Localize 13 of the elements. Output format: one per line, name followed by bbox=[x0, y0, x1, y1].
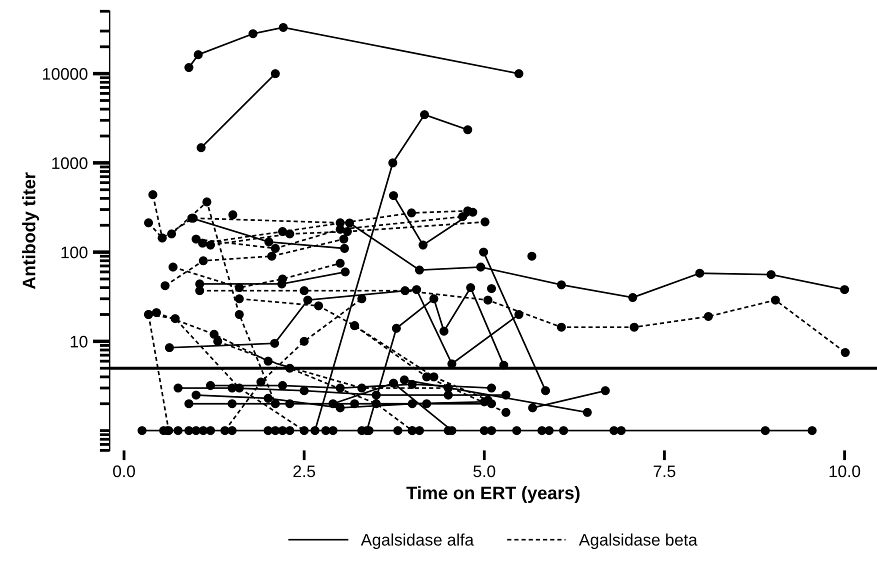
y-tick-label: 1000 bbox=[52, 157, 88, 170]
x-tick-label: 0.0 bbox=[113, 465, 135, 478]
x-tick-label: 5.0 bbox=[473, 465, 496, 478]
x-tick-label: 7.5 bbox=[654, 466, 676, 478]
x-tick-label: 2.5 bbox=[293, 465, 316, 478]
y-tick-label: 100 bbox=[62, 246, 88, 258]
y-tick-label: 10 bbox=[70, 336, 88, 348]
x-axis-title: Time on ERT (years) bbox=[406, 486, 580, 503]
y-tick-label: 10000 bbox=[43, 68, 88, 80]
legend-label: Agalsidase beta bbox=[578, 533, 698, 550]
legend-label: Agalsidase alfa bbox=[360, 533, 474, 550]
x-tick-label: 10.0 bbox=[830, 465, 860, 478]
y-axis-title: Antibody titer bbox=[22, 172, 39, 290]
